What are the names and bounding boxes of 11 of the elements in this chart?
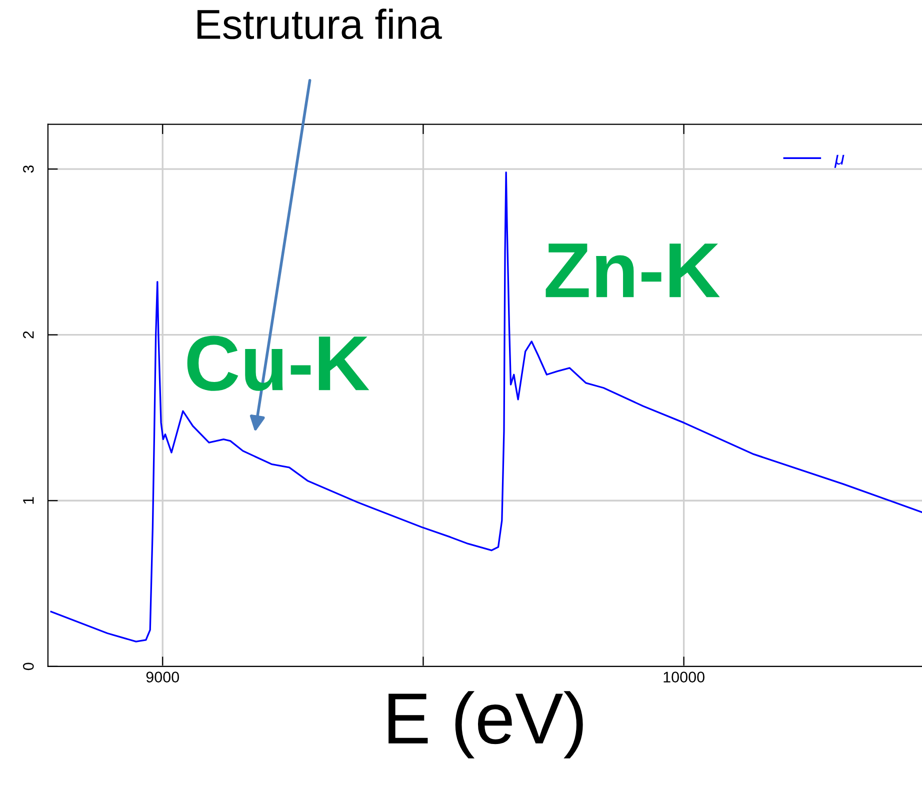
x-axis-title: E (eV) [388,691,583,758]
legend-label: μ [834,154,844,168]
text: Estrutura fina [198,8,442,40]
y-tick-label: 1 [23,497,34,504]
annotation: Zn-K [546,244,720,298]
y-tick-label: 3 [22,165,34,173]
y-tick-label: 2 [22,331,34,338]
x-tick-label: 9000 [146,672,180,682]
y-tick-label: 0 [22,662,34,670]
line-series [50,172,922,642]
x-tick-label: 10000 [664,672,704,682]
